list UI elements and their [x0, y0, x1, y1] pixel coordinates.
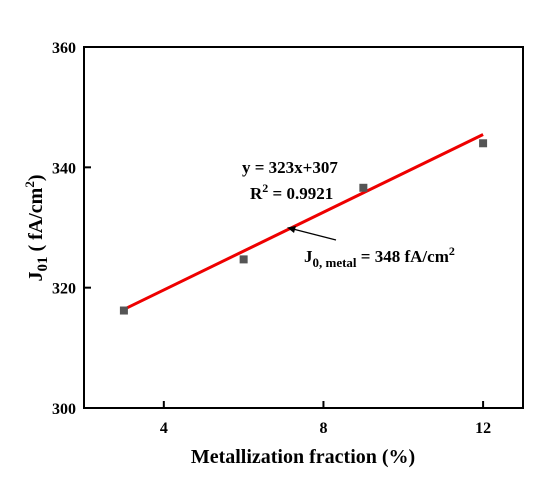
y-axis-title: J01 ( fA/cm2) — [22, 174, 51, 281]
y-tick-label: 300 — [52, 401, 76, 418]
axis-ticks: 4 8 12 300 320 340 360 — [52, 40, 491, 437]
fit-layer — [123, 133, 484, 311]
fit-line — [123, 133, 484, 311]
data-point — [479, 139, 488, 148]
data-point — [359, 183, 368, 192]
x-axis-title: Metallization fraction (%) — [191, 446, 415, 468]
x-tick-label: 4 — [160, 420, 168, 437]
y-tick-label: 320 — [52, 281, 76, 298]
data-points — [119, 139, 488, 315]
y-tick-label: 340 — [52, 160, 76, 177]
data-point — [119, 306, 128, 315]
annotation-arrow — [287, 226, 337, 241]
y-tick-label: 360 — [52, 40, 76, 57]
x-tick-label: 12 — [475, 420, 491, 437]
r-squared: R2 = 0.9921 — [250, 181, 333, 203]
fit-equation: y = 323x+307 — [242, 158, 338, 177]
x-tick-label: 8 — [319, 420, 327, 437]
data-point — [239, 255, 248, 264]
plot-frame — [83, 46, 524, 409]
j0-metal-label: J0, metal = 348 fA/cm2 — [304, 244, 455, 270]
